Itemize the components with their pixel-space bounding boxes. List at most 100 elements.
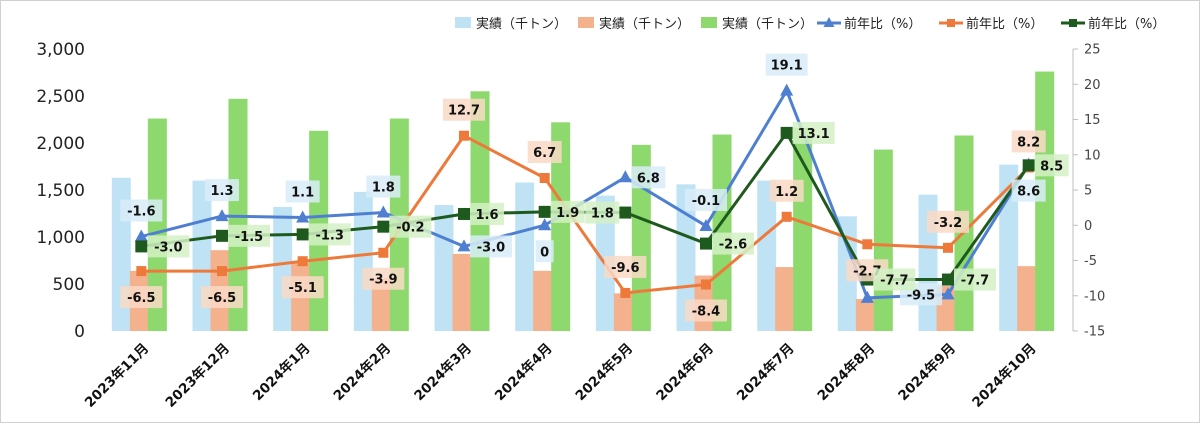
data-label: 8.2 [1017, 135, 1040, 150]
line-series-2-point [217, 266, 227, 277]
line-series-3-point [135, 240, 148, 253]
line-series-2-point [620, 287, 631, 298]
line-series-2-point [459, 130, 469, 141]
data-label: 13.1 [798, 127, 830, 142]
legend-label: 前年比（%） [844, 16, 921, 32]
data-label: -3.0 [477, 240, 505, 255]
y-left-tick-label: 2,500 [36, 87, 85, 107]
x-category-label: 2023年11月 [81, 340, 152, 411]
legend-label: 前年比（%） [1088, 16, 1165, 32]
y-left-tick-label: 3,000 [36, 40, 85, 60]
data-label-box [147, 235, 190, 258]
bar-series-2-bar [371, 278, 391, 331]
data-label-box [527, 141, 562, 164]
line-series-2-point [701, 279, 711, 290]
y-axis-right: -15 -10 -5 0 5 10 15 20 25 [1072, 43, 1105, 340]
line-series-2-point [136, 266, 147, 277]
data-label-box [362, 267, 405, 290]
data-label-box [769, 179, 804, 202]
bar-series-3-bar [551, 122, 571, 331]
bar-series-2-bar [855, 299, 875, 331]
x-category-label: 2024年2月 [330, 340, 394, 404]
line-series-1-point [134, 229, 148, 242]
data-label: 12.7 [448, 104, 480, 119]
data-label-box [1011, 179, 1046, 202]
line-series-3-point [780, 126, 793, 139]
data-label: -7.7 [961, 274, 989, 289]
y-right-tick-label: 0 [1084, 219, 1092, 234]
line-series-1-line [140, 89, 1030, 300]
data-label-box [712, 232, 754, 255]
data-label-box [120, 286, 163, 309]
line-series-1-point [780, 83, 794, 96]
x-category-label: 2024年4月 [491, 340, 555, 404]
bar-series-3-bar [873, 149, 893, 331]
data-label-box [470, 235, 512, 258]
data-label: -3.0 [154, 240, 182, 255]
data-label: 1.8 [591, 207, 614, 222]
data-label-box [470, 202, 504, 225]
bar-series-2-bar [775, 267, 795, 331]
x-category-label: 2024年3月 [411, 340, 475, 404]
y-right-tick-label: -5 [1084, 254, 1097, 269]
y-left-tick-label: 1,500 [36, 181, 85, 201]
data-label: -8.4 [692, 304, 720, 319]
y-right-tick-label: -10 [1084, 289, 1105, 304]
y-left-tick-label: 1,000 [36, 228, 85, 248]
data-label-box [792, 121, 835, 144]
x-category-label: 2024年5月 [572, 340, 636, 404]
legend-swatch-bar [578, 17, 594, 28]
data-label-box [120, 199, 163, 222]
bar-series-1-bar [273, 206, 293, 331]
x-category-label: 2024年9月 [895, 340, 959, 404]
data-label: 0 [540, 245, 549, 260]
data-label: 6.8 [637, 171, 660, 186]
data-label-box [1034, 154, 1069, 177]
data-label: -0.2 [396, 221, 424, 236]
y-left-tick-label: 0 [74, 322, 85, 342]
line-series-1-point [618, 170, 632, 183]
line-series-1-point [538, 218, 552, 231]
line-series-3-point [1022, 159, 1035, 172]
data-label-box [550, 200, 585, 223]
line-series-1-point [457, 239, 471, 252]
legend-swatch-bar [455, 17, 471, 28]
x-category-label: 2024年6月 [653, 340, 717, 404]
y-right-tick-label: 5 [1084, 184, 1092, 199]
line-series-1-point [699, 218, 713, 231]
x-category-label: 2024年10月 [969, 340, 1040, 411]
data-label: -1.3 [315, 228, 343, 243]
line-series-2-point [943, 242, 953, 253]
legend-label: 実績（千トン） [722, 16, 813, 32]
legend-label: 実績（千トン） [476, 16, 567, 32]
data-label-box [927, 210, 969, 233]
line-series-3-point [216, 229, 228, 242]
bar-series-2-bar [533, 270, 553, 331]
y-right-tick-label: 20 [1084, 78, 1101, 93]
bar-series-1-bar [757, 180, 777, 331]
data-label-box [585, 201, 620, 224]
y-left-tick-label: 2,000 [36, 134, 85, 154]
bar-series-2-bar [1017, 266, 1037, 331]
line-series-2-point [539, 173, 550, 184]
line-series-2-point [297, 256, 308, 267]
y-right-tick-label: -15 [1084, 325, 1105, 340]
data-label-box [285, 180, 320, 203]
data-label: 6.7 [533, 146, 556, 161]
line-series-3-point [296, 228, 309, 241]
data-label-box [954, 268, 996, 291]
x-axis-categories: 2023年11月 2023年12月 2024年1月 2024年2月 2024年3月 202… [81, 340, 1039, 411]
data-label: -0.1 [692, 194, 720, 209]
bar-series-3-bar [147, 118, 167, 331]
data-label-box [765, 53, 808, 76]
legend: 実績（千トン） 実績（千トン） 実績（千トン） 前年比（%） 前年比（%） 前年比（%） [455, 16, 1165, 32]
line-series-3-point [619, 206, 632, 219]
legend-label: 前年比（%） [966, 16, 1043, 32]
data-label: -2.6 [719, 238, 747, 253]
data-label: 1.3 [210, 184, 233, 199]
data-label-box [205, 179, 239, 202]
data-label: -7.7 [880, 274, 908, 289]
data-label: -1.5 [235, 230, 263, 245]
y-axis-left: 0 500 1,000 1,500 2,000 2,500 3,000 [36, 40, 85, 342]
